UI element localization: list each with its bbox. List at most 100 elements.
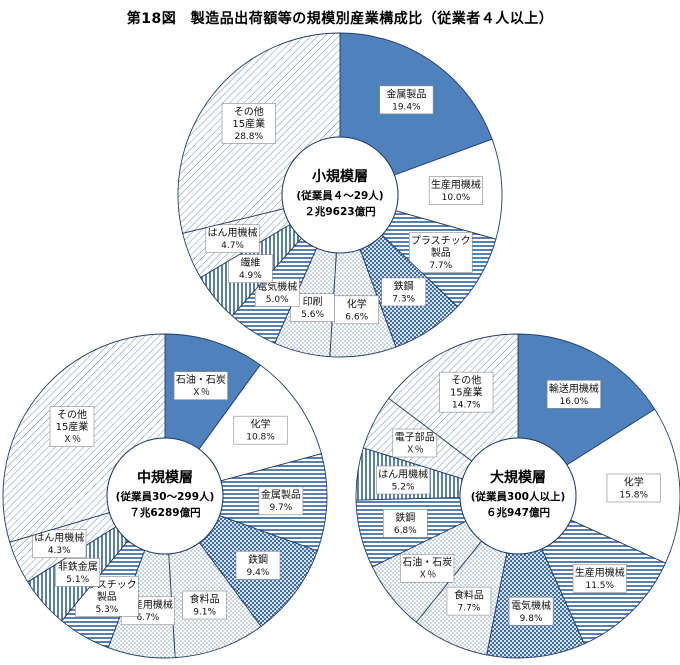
slice-value-large-7: 5.2%	[392, 483, 415, 493]
slice-label-small-9: 15産業	[232, 117, 265, 130]
slice-label-medium-2: 金属製品	[261, 488, 301, 501]
slice-label-small-7: 繊維	[240, 256, 260, 269]
donut-hole-large	[459, 437, 577, 555]
slice-label-box-large-6	[382, 509, 428, 538]
donut-medium: 石油・石炭Ｘ％化学10.8%金属製品9.7%鉄鋼9.4%食料品9.1%生産用機械…	[2, 333, 328, 659]
center-subtitle-large: (従業員300人以上)	[471, 490, 566, 503]
slice-value-medium-6: 5.3%	[95, 605, 118, 615]
slice-label-box-small-2	[408, 232, 473, 273]
slice-label-small-4: 化学	[347, 297, 367, 310]
slice-label-box-medium-3	[235, 551, 281, 580]
slice-label-box-medium-2	[258, 486, 304, 516]
slice-value-small-4: 6.6%	[345, 312, 368, 322]
slice-label-box-small-7	[228, 254, 273, 283]
slice-label-large-4: 食料品	[454, 589, 484, 602]
slice-value-large-1: 15.8%	[619, 490, 648, 500]
slice-label-large-9: 15産業	[450, 386, 483, 399]
slice-value-small-0: 19.4%	[392, 102, 421, 112]
slice-value-small-2: 7.7%	[429, 261, 452, 271]
slice-value-small-8: 4.7%	[221, 241, 244, 251]
donut-large: 輸送用機械 16.0% 化学 15.8% 生産用機械 11.5% 電気機械 9.8% 食料品 7.…	[355, 333, 680, 659]
slice-value-medium-1: 10.8%	[246, 433, 275, 443]
slice-label-box-large-8	[392, 428, 438, 458]
slice-label-box-medium-8	[32, 529, 87, 559]
slice-label-large-2: 生産用機械	[575, 566, 625, 579]
slice-value-medium-5: 6.7%	[136, 613, 159, 623]
slice-value-medium-0: Ｘ％	[192, 387, 210, 398]
slice-label-medium-1: 化学	[251, 418, 271, 431]
center-title-large: 大規模層	[490, 469, 546, 486]
slice-value-small-7: 4.9%	[239, 271, 262, 281]
slice-label-large-9: その他	[451, 374, 481, 387]
slice-label-box-medium-0	[173, 371, 228, 400]
slice-label-large-1: 化学	[624, 475, 644, 488]
slice-label-small-5: 印刷	[303, 296, 323, 308]
center-subtitle-medium: (従業員30～299人)	[116, 490, 215, 503]
slice-label-box-small-0	[379, 85, 434, 115]
slice-label-medium-7: 非鉄金属	[58, 560, 98, 573]
slice-value-small-5: 5.6%	[301, 310, 324, 320]
slice-label-large-0: 輸送用機械	[549, 382, 599, 395]
slice-label-box-small-8	[205, 224, 260, 254]
slice-label-box-medium-4	[182, 590, 227, 620]
slice-label-box-large-4	[446, 586, 492, 616]
slice-label-box-medium-1	[233, 415, 288, 445]
slice-label-medium-9: 15産業	[56, 420, 89, 433]
slice-value-medium-8: 4.3%	[48, 546, 71, 556]
slice-label-small-9: その他	[234, 105, 264, 118]
slice-label-small-0: 金属製品	[386, 87, 426, 100]
slice-label-medium-8: はん用機械	[34, 531, 84, 544]
figure-title: 第18図 製造品出荷額等の規模別産業構成比（従業者４人以上）	[126, 11, 554, 27]
slice-value-large-4: 7.7%	[458, 604, 481, 614]
center-title-small: 小規模層	[312, 168, 368, 185]
donut-hole-small	[281, 136, 399, 254]
slice-value-medium-3: 9.4%	[247, 568, 270, 578]
slice-label-box-large-5	[400, 553, 455, 583]
slice-label-medium-9: その他	[57, 408, 87, 421]
slice-label-small-6: 電気機械	[257, 280, 297, 293]
slice-label-small-3: 鉄鋼	[394, 279, 414, 292]
slice-value-small-3: 7.3%	[392, 294, 415, 304]
slice-value-large-3: 9.8%	[520, 614, 543, 624]
center-total-medium: ７兆6289億円	[129, 506, 200, 519]
slice-label-box-small-9	[221, 103, 276, 144]
slice-label-large-7: はん用機械	[378, 468, 428, 481]
slice-label-box-medium-7	[55, 558, 101, 587]
slice-label-box-large-9	[439, 371, 494, 413]
center-title-medium: 中規模層	[137, 469, 193, 486]
slice-label-small-2: プラスチック	[411, 235, 471, 247]
slice-label-box-large-0	[546, 380, 601, 409]
slice-value-large-6: 6.8%	[394, 526, 417, 536]
slice-label-medium-3: 鉄鋼	[248, 553, 268, 566]
slice-label-box-large-7	[376, 465, 431, 495]
slice-label-large-5: 石油・石炭	[402, 556, 452, 569]
center-total-large: ６兆947億円	[486, 506, 550, 519]
slice-label-large-3: 電気機械	[511, 599, 551, 612]
slice-label-medium-4: 食料品	[190, 593, 220, 606]
donut-hole-medium	[106, 437, 224, 555]
slice-label-medium-6: 製品	[97, 590, 117, 603]
slice-value-large-5: Ｘ％	[418, 570, 436, 581]
slice-value-large-0: 16.0%	[560, 397, 589, 407]
slice-label-box-small-1	[428, 176, 483, 205]
slice-label-box-small-6	[254, 278, 300, 307]
slice-value-medium-4: 9.1%	[193, 608, 216, 618]
slice-value-medium-9: Ｘ％	[63, 434, 81, 445]
slice-value-large-9: 14.7%	[452, 401, 481, 411]
slice-label-box-medium-9	[49, 406, 95, 447]
slice-label-large-8: 電子部品	[395, 431, 435, 444]
slice-label-box-large-2	[572, 563, 627, 593]
slice-label-small-8: はん用機械	[208, 226, 258, 239]
slice-label-large-6: 鉄鋼	[395, 511, 415, 524]
slice-label-small-1: 生産用機械	[431, 178, 481, 191]
slice-value-large-2: 11.5%	[585, 581, 614, 591]
slice-label-box-large-1	[606, 473, 661, 503]
center-total-small: ２兆9623億円	[304, 205, 375, 218]
center-subtitle-small: (従業員４～29人)	[296, 189, 383, 202]
slice-value-small-1: 10.0%	[442, 193, 471, 203]
slice-value-small-6: 5.0%	[266, 295, 289, 305]
slice-label-medium-0: 石油・石炭	[176, 373, 226, 386]
slice-value-medium-2: 9.7%	[269, 503, 292, 513]
